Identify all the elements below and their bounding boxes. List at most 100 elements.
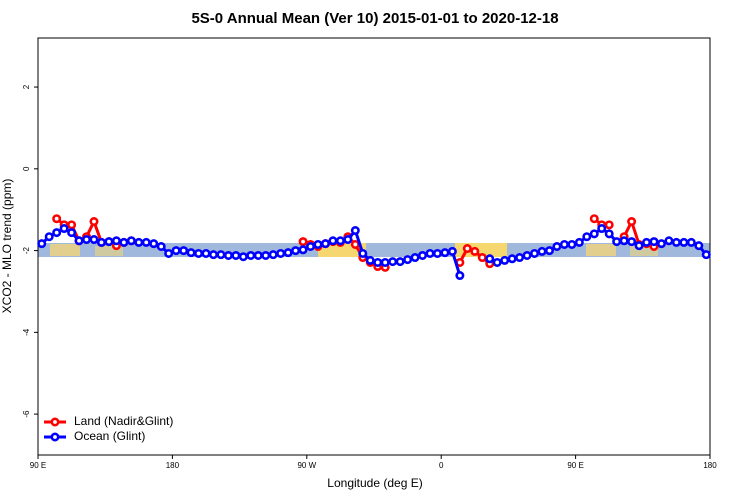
data-point xyxy=(530,248,540,258)
data-point xyxy=(627,237,637,247)
data-point xyxy=(246,250,256,260)
data-point xyxy=(52,228,62,238)
data-point xyxy=(350,226,360,236)
data-point xyxy=(462,244,472,254)
legend-label: Ocean (Glint) xyxy=(74,429,145,443)
data-point xyxy=(231,250,241,260)
data-point xyxy=(358,248,368,258)
data-point xyxy=(208,250,218,260)
data-point xyxy=(52,214,62,224)
data-point xyxy=(597,224,607,234)
plot-frame xyxy=(37,37,711,456)
x-tick-label: 0 xyxy=(439,461,444,470)
data-point xyxy=(388,257,398,267)
data-point xyxy=(604,229,614,239)
data-point xyxy=(679,237,689,247)
data-point xyxy=(96,237,106,247)
data-point xyxy=(574,237,584,247)
x-tick-label: 90 E xyxy=(30,461,46,470)
legend-marker xyxy=(50,417,60,427)
data-point xyxy=(194,248,204,258)
data-point xyxy=(74,236,84,246)
data-point xyxy=(612,237,622,247)
data-point xyxy=(395,257,405,267)
y-tick-label: -2 xyxy=(22,246,31,254)
data-point xyxy=(164,248,174,258)
data-point xyxy=(291,246,301,256)
data-point xyxy=(507,254,517,264)
x-tick-label: 180 xyxy=(703,461,717,470)
data-point xyxy=(298,245,308,255)
data-point xyxy=(44,232,54,242)
data-point xyxy=(425,248,435,258)
data-point xyxy=(485,254,495,264)
data-point xyxy=(104,237,114,247)
legend-label: Land (Nadir&Glint) xyxy=(74,414,173,428)
data-point xyxy=(500,255,510,265)
data-point xyxy=(627,217,637,227)
data-point xyxy=(320,239,330,249)
data-point xyxy=(373,257,383,267)
data-point xyxy=(701,250,711,260)
data-point xyxy=(276,248,286,258)
data-point xyxy=(67,228,77,238)
data-point xyxy=(149,239,159,249)
data-point xyxy=(126,236,136,246)
legend-marker xyxy=(50,432,60,442)
data-point xyxy=(522,250,532,260)
data-point xyxy=(477,253,487,263)
y-tick-label: -6 xyxy=(22,410,31,418)
data-point xyxy=(567,239,577,249)
data-point xyxy=(67,220,77,230)
data-point xyxy=(492,257,502,267)
data-point xyxy=(589,214,599,224)
data-point xyxy=(455,271,465,281)
data-point xyxy=(156,242,166,252)
data-point xyxy=(119,237,129,247)
data-point xyxy=(238,252,248,262)
data-point xyxy=(283,248,293,258)
data-point xyxy=(515,253,525,263)
data-point xyxy=(694,241,704,251)
data-point xyxy=(418,250,428,260)
data-point xyxy=(179,246,189,256)
data-point xyxy=(604,220,614,230)
data-point xyxy=(216,250,226,260)
data-point xyxy=(298,237,308,247)
data-point xyxy=(89,235,99,245)
data-point xyxy=(37,239,47,249)
data-point xyxy=(171,246,181,256)
data-point xyxy=(671,237,681,247)
data-point xyxy=(111,236,121,246)
data-point xyxy=(201,248,211,258)
data-point xyxy=(642,237,652,247)
data-point xyxy=(186,248,196,258)
data-point xyxy=(447,246,457,256)
data-point xyxy=(686,237,696,247)
data-point xyxy=(619,236,629,246)
data-point xyxy=(365,255,375,265)
x-tick-label: 90 W xyxy=(297,461,316,470)
data-point xyxy=(634,241,644,251)
data-point xyxy=(410,253,420,263)
data-point xyxy=(261,250,271,260)
legend: Land (Nadir&Glint)Ocean (Glint) xyxy=(44,414,173,443)
data-point xyxy=(343,235,353,245)
data-point xyxy=(589,229,599,239)
data-point xyxy=(328,236,338,246)
data-point xyxy=(141,237,151,247)
x-axis-label: Longitude (deg E) xyxy=(327,476,422,490)
y-tick-label: -4 xyxy=(22,328,31,336)
data-point xyxy=(335,236,345,246)
data-point xyxy=(403,255,413,265)
x-tick-label: 180 xyxy=(166,461,180,470)
data-point xyxy=(656,239,666,249)
data-point xyxy=(470,246,480,256)
data-point xyxy=(268,250,278,260)
y-axis-label: XCO2 - MLO trend (ppm) xyxy=(0,179,14,314)
y-tick-label: 2 xyxy=(22,84,31,89)
data-point xyxy=(544,246,554,256)
data-point xyxy=(134,237,144,247)
y-tick-label: 0 xyxy=(22,166,31,171)
